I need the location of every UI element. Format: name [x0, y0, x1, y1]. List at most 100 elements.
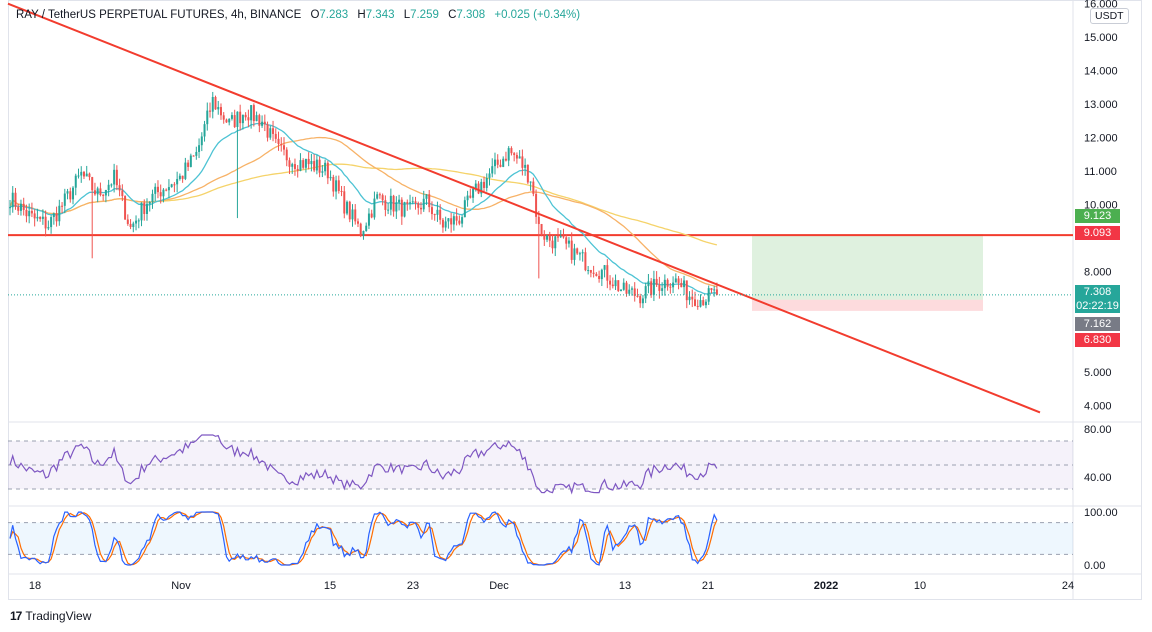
open-value: 7.283 — [319, 9, 349, 21]
candle-body — [17, 206, 20, 211]
price-axis-label: 14.000 — [1084, 66, 1118, 78]
time-axis-label: 24 — [1062, 580, 1074, 592]
time-axis-label: Nov — [171, 580, 191, 592]
price-axis-label: 4.000 — [1084, 401, 1112, 413]
candle-body — [458, 220, 461, 224]
candle-body — [140, 202, 143, 221]
high-label: H — [357, 9, 366, 21]
candle-body — [258, 115, 261, 126]
candle-body — [74, 175, 77, 188]
candle-body — [499, 164, 502, 167]
candle-body — [532, 181, 535, 194]
candle-body — [441, 219, 444, 228]
time-axis-label: 2022 — [814, 580, 838, 592]
target-price-tag: 9.123 — [1075, 209, 1120, 223]
candle-body — [557, 236, 559, 238]
candle-body — [658, 284, 661, 291]
stoch-k-line — [9, 511, 718, 566]
close-label: C — [448, 9, 457, 21]
open-label: O — [310, 9, 320, 21]
candle-body — [354, 209, 357, 222]
candle-body — [115, 169, 118, 186]
candle-body — [104, 189, 107, 196]
candle-body — [620, 289, 623, 291]
candle-body — [321, 171, 324, 173]
candle-body — [30, 210, 33, 214]
candle-body — [411, 201, 414, 203]
candle-body — [50, 217, 53, 228]
symbol-label[interactable]: RAY / TetherUS PERPETUAL FUTURES, 4h, BI… — [16, 9, 302, 21]
candle-body — [507, 148, 510, 161]
candle-body — [291, 164, 294, 167]
candle-body — [77, 175, 80, 177]
candle-body — [600, 269, 603, 280]
candle-body — [33, 213, 36, 219]
candle-body — [72, 187, 75, 200]
tradingview-logo-icon[interactable]: 17 — [10, 609, 22, 623]
candle-body — [573, 248, 576, 260]
candle-body — [504, 158, 507, 161]
candle-body — [367, 213, 370, 226]
candle-body — [203, 124, 206, 137]
candle-body — [647, 281, 650, 287]
candle-body — [222, 115, 225, 120]
candle-body — [461, 217, 464, 224]
candle-body — [387, 209, 390, 211]
candle-body — [455, 216, 458, 221]
candle-body — [151, 193, 154, 202]
candle-body — [25, 209, 28, 217]
candle-body — [61, 205, 64, 207]
candle-body — [39, 216, 42, 219]
descending-trendline — [7, 2, 1041, 414]
candle-body — [641, 298, 644, 304]
candle-body — [36, 216, 39, 219]
candle-body — [156, 186, 159, 193]
candle-body — [696, 305, 699, 307]
candle-body — [356, 221, 359, 224]
candle-body — [154, 186, 157, 194]
candle-body — [433, 214, 436, 216]
candle-body — [340, 190, 343, 192]
candle-body — [110, 184, 113, 186]
candle-body — [299, 160, 302, 171]
stop-zone — [752, 299, 983, 311]
ma-fast-line — [9, 122, 717, 295]
candle-body — [217, 107, 220, 110]
time-axis-label: 15 — [324, 580, 336, 592]
candle-body — [376, 194, 379, 199]
candle-body — [135, 220, 138, 224]
price-axis-label: 16.000 — [1084, 0, 1118, 11]
candle-body — [598, 275, 601, 280]
candle-body — [359, 223, 362, 236]
candle-body — [518, 156, 521, 159]
candle-body — [143, 202, 146, 215]
candle-body — [589, 270, 592, 273]
candle-body — [88, 173, 91, 178]
candle-body — [680, 282, 683, 288]
candle-body — [595, 273, 598, 276]
brand-name[interactable]: TradingView — [25, 609, 92, 623]
candle-body — [502, 158, 505, 167]
currency-button[interactable]: USDT — [1090, 8, 1129, 24]
candle-body — [715, 289, 718, 295]
candle-body — [395, 202, 398, 212]
candle-body — [666, 279, 669, 287]
candle-body — [592, 272, 595, 274]
candle-body — [266, 124, 269, 138]
candle-body — [529, 181, 532, 183]
countdown-tag: 02:22:19 — [1075, 299, 1120, 313]
candle-body — [137, 220, 140, 222]
time-axis-label: Dec — [489, 580, 509, 592]
candle-body — [214, 96, 217, 110]
candle-body — [373, 198, 376, 218]
candle-body — [491, 166, 494, 174]
candle-body — [526, 164, 529, 183]
change-value: +0.025 (+0.34%) — [494, 9, 581, 21]
candle-body — [118, 185, 121, 191]
candle-body — [129, 223, 132, 228]
candle-body — [11, 192, 14, 208]
candle-body — [436, 209, 439, 215]
price-axis-label: 11.000 — [1084, 166, 1117, 178]
low-value: 7.259 — [410, 9, 439, 21]
